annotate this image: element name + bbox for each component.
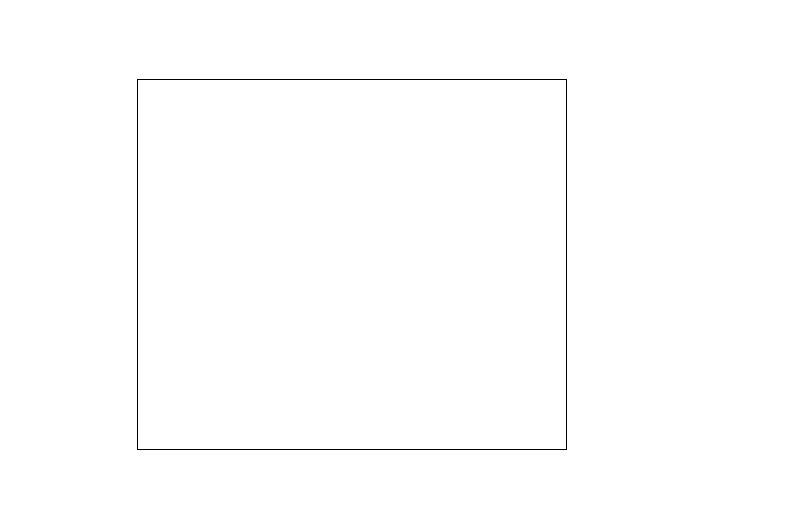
colorbar bbox=[631, 149, 657, 441]
map-raster-canvas bbox=[138, 80, 565, 448]
